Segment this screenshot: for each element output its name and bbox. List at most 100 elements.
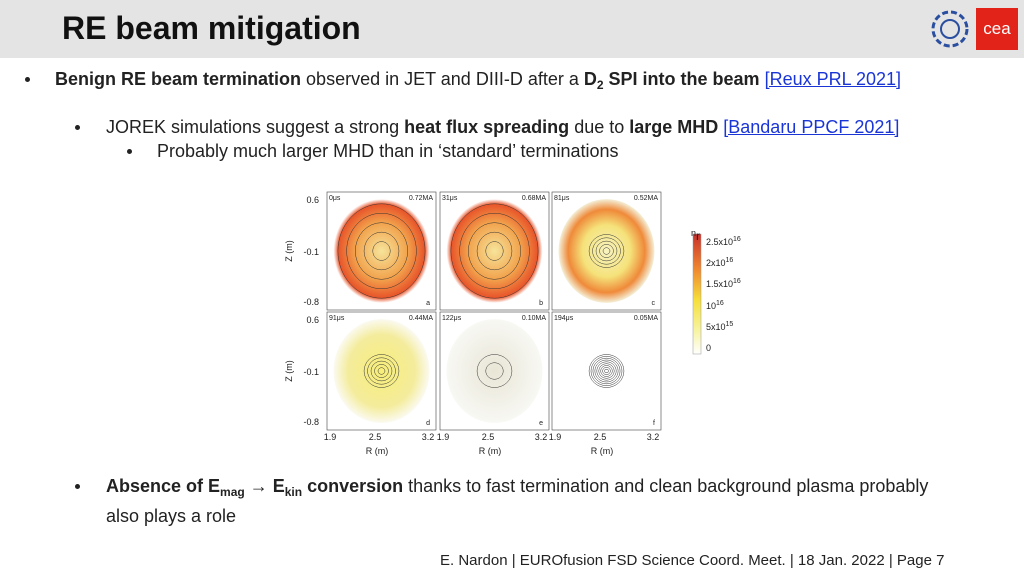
- flux-contour: [602, 247, 611, 255]
- bullet-dot: [127, 149, 132, 154]
- panel-time: 81μs: [554, 195, 570, 202]
- text-run: observed in JET and DIII-D after a: [301, 69, 584, 89]
- flux-contour: [592, 237, 621, 265]
- text-run: n: [691, 228, 697, 238]
- flux-contour: [592, 357, 621, 385]
- bullet-text: JOREK simulations suggest a strong heat …: [106, 115, 960, 139]
- subscript: kin: [284, 485, 303, 499]
- x-axis-label: R (m): [591, 446, 614, 456]
- text-run: Benign RE beam termination: [55, 69, 302, 89]
- subscript: 2: [596, 78, 604, 92]
- panel-letter: d: [426, 420, 430, 427]
- y-axis-label: Z (m): [284, 240, 294, 262]
- logo-text: cea: [983, 19, 1011, 38]
- y-tick-label: -0.1: [303, 367, 319, 377]
- superscript: 16: [733, 236, 741, 243]
- subscript: mag: [220, 485, 245, 499]
- bullet-text: Benign RE beam termination observed in J…: [55, 67, 960, 97]
- y-tick-label: 0.6: [306, 315, 319, 325]
- subscript: r: [696, 229, 701, 243]
- plasma: [333, 199, 430, 303]
- panel-time: 31μs: [442, 195, 458, 202]
- colorbar-label: 1.5x1016: [706, 278, 741, 289]
- flux-contour: [450, 203, 539, 299]
- flux-contour: [337, 203, 426, 299]
- text-run: conversion: [302, 476, 404, 496]
- text-run: 2x10: [706, 258, 726, 268]
- colorbar-label: 0: [706, 343, 711, 353]
- flux-contour: [374, 364, 389, 378]
- flux-contour: [602, 367, 611, 375]
- panel-current: 0.10MA: [522, 315, 546, 322]
- x-tick-label: 1.9: [549, 432, 562, 442]
- bullet-text: Absence of Emag → Ekin conversion thanks…: [106, 474, 946, 528]
- panel-letter: c: [652, 300, 656, 307]
- colorbar-label: 2x1016: [706, 257, 733, 268]
- colorbar-label: 1016: [706, 300, 724, 311]
- flux-contour: [377, 367, 386, 375]
- y-axis-label: Z (m): [284, 360, 294, 382]
- text-run: Absence of E: [106, 476, 221, 496]
- x-tick-label: 2.5: [369, 432, 382, 442]
- flux-contour: [588, 354, 625, 388]
- flux-contour: [485, 362, 504, 380]
- flux-contour: [598, 363, 615, 379]
- slide-title: RE beam mitigation: [62, 10, 361, 46]
- text-run: JOREK simulations suggest a strong: [106, 117, 405, 137]
- superscript: 16: [716, 300, 724, 307]
- x-axis-label: R (m): [366, 446, 389, 456]
- flux-contour: [370, 360, 393, 382]
- text-run: SPI into the beam: [603, 69, 760, 89]
- y-tick-label: -0.1: [303, 247, 319, 257]
- text-run: 5x10: [706, 322, 726, 332]
- colorbar-label: 2.5x1016: [706, 236, 741, 247]
- panel-letter: a: [426, 300, 430, 307]
- superscript: 16: [733, 278, 741, 285]
- panel-time: 194μs: [554, 315, 574, 322]
- flux-contour: [476, 231, 513, 271]
- y-tick-label: -0.8: [303, 297, 319, 307]
- x-tick-label: 3.2: [422, 432, 435, 442]
- link[interactable]: [Reux PRL 2021]: [764, 69, 901, 89]
- flux-contour: [372, 241, 391, 261]
- text-run: D: [583, 69, 597, 89]
- flux-contour: [594, 359, 619, 383]
- x-tick-label: 2.5: [482, 432, 495, 442]
- plasma: [333, 319, 430, 423]
- panel-letter: f: [653, 420, 655, 427]
- panel-current: 0.05MA: [634, 315, 658, 322]
- flux-contour: [596, 361, 617, 381]
- plasma: [558, 199, 655, 303]
- text-run: → E: [244, 476, 285, 496]
- flux-contour: [595, 240, 618, 262]
- panel-letter: e: [539, 420, 543, 427]
- flux-contour: [367, 357, 396, 385]
- plasma: [446, 319, 543, 423]
- text-run: heat flux spreading: [404, 117, 570, 137]
- text-run: 2.5x10: [706, 237, 734, 247]
- x-tick-label: 1.9: [324, 432, 337, 442]
- panel-time: 91μs: [329, 315, 345, 322]
- x-tick-label: 3.2: [647, 432, 660, 442]
- flux-contour: [588, 234, 625, 268]
- flux-contour: [363, 354, 400, 388]
- bullet-dot: [75, 125, 80, 130]
- footer: E. Nardon | EUROfusion FSD Science Coord…: [440, 552, 945, 569]
- text-run: large MHD: [629, 117, 719, 137]
- link[interactable]: [Bandaru PPCF 2021]: [723, 117, 900, 137]
- bullet-dot: [75, 484, 80, 489]
- flux-contour: [363, 231, 400, 271]
- panel-time: 0μs: [329, 195, 341, 202]
- flux-contour: [590, 356, 623, 386]
- colorbar-title: nr: [691, 228, 700, 243]
- bullet-text: Probably much larger MHD than in ‘standa…: [157, 139, 960, 163]
- plasma: [446, 199, 543, 303]
- text-run: Probably much larger MHD than in ‘standa…: [157, 141, 619, 161]
- y-tick-label: 0.6: [306, 195, 319, 205]
- flux-contour: [346, 212, 417, 290]
- superscript: 15: [725, 321, 734, 328]
- header-band: [0, 0, 1024, 58]
- y-tick-label: -0.8: [303, 417, 319, 427]
- text-run: 0: [706, 343, 712, 353]
